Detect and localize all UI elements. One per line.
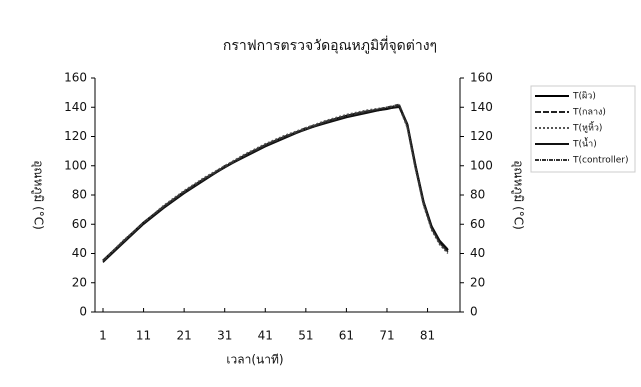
x-tick-label: 61	[339, 329, 354, 343]
y2-tick-label: 20	[470, 275, 485, 289]
y2-tick-label: 100	[470, 158, 493, 172]
x-tick-label: 41	[258, 329, 273, 343]
legend-label: T(controller)	[572, 156, 628, 166]
y-tick-label: 0	[79, 305, 87, 319]
x-tick-label: 21	[176, 329, 191, 343]
y-tick-label: 160	[64, 71, 87, 85]
x-tick-label: 81	[420, 329, 435, 343]
x-tick-label: 51	[298, 329, 313, 343]
y-tick-label: 40	[72, 246, 87, 260]
y2-tick-label: 80	[470, 188, 485, 202]
y-tick-label: 120	[64, 129, 87, 143]
x-axis-label: เวลา(นาที)	[226, 353, 283, 367]
x-tick-label: 31	[217, 329, 232, 343]
x-tick-label: 1	[99, 329, 107, 343]
x-tick-label: 71	[379, 329, 394, 343]
y-tick-label: 80	[72, 188, 87, 202]
y2-axis-label: อุณหภูมิ (°C)	[511, 160, 526, 230]
y-tick-label: 60	[72, 217, 87, 231]
legend-label: T(ผิว)	[572, 91, 596, 102]
y2-tick-label: 40	[470, 246, 485, 260]
y-tick-label: 20	[72, 275, 87, 289]
y2-tick-label: 120	[470, 129, 493, 143]
background	[0, 0, 641, 387]
y2-tick-label: 140	[470, 100, 493, 114]
y2-tick-label: 60	[470, 217, 485, 231]
chart-title: กราฟการตรวจวัดอุณหภูมิที่จุดต่างๆ	[223, 36, 437, 54]
y-tick-label: 100	[64, 158, 87, 172]
y-tick-label: 140	[64, 100, 87, 114]
y2-tick-label: 160	[470, 71, 493, 85]
legend-label: T(กลาง)	[572, 108, 606, 118]
x-tick-label: 11	[136, 329, 151, 343]
y-axis-label: อุณหภูมิ (°C)	[31, 160, 46, 230]
y2-tick-label: 0	[470, 305, 478, 319]
chart: กราฟการตรวจวัดอุณหภูมิที่จุดต่างๆ เวลา(น…	[0, 0, 641, 387]
